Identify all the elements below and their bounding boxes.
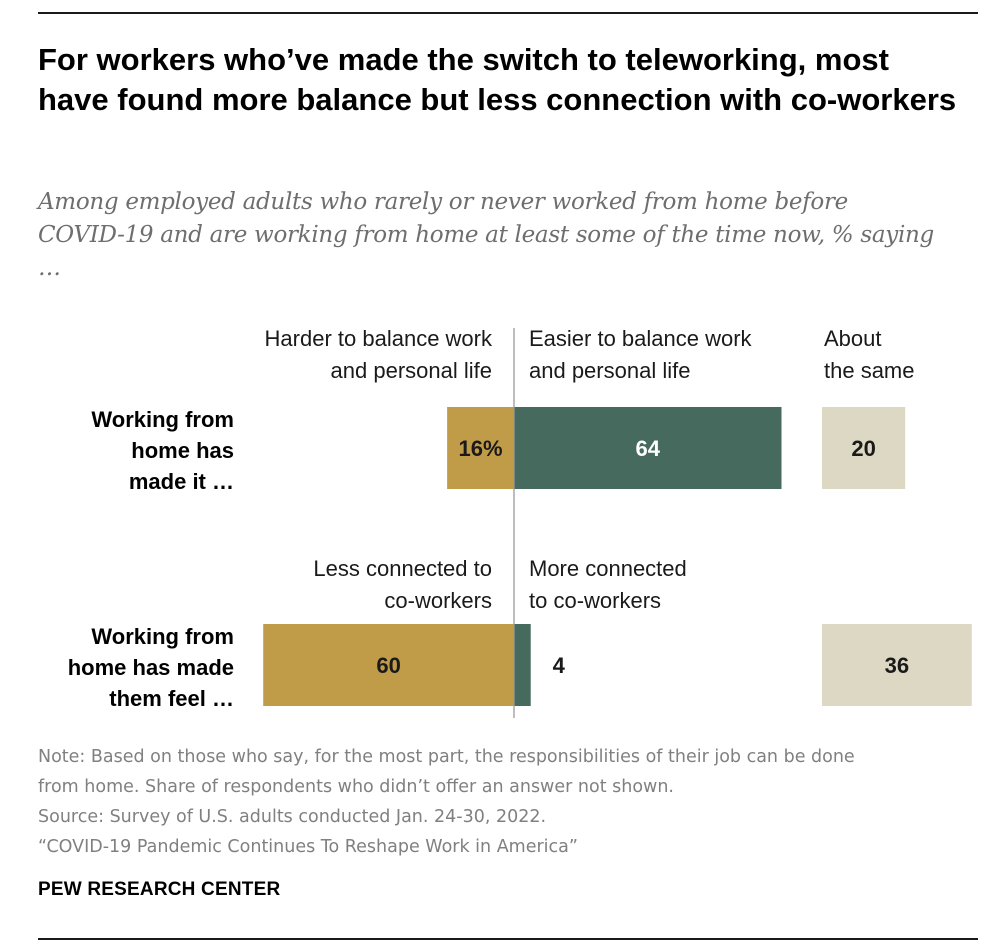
note-line-2: from home. Share of respondents who didn… <box>38 777 674 797</box>
neutral-value-label: 36 <box>885 653 909 678</box>
notes-block: Note: Based on those who say, for the mo… <box>38 742 988 862</box>
neutral-bar <box>822 624 972 706</box>
brand-logo-text: PEW RESEARCH CENTER <box>38 879 281 900</box>
negative-bar <box>263 624 514 706</box>
chart-subtitle: Among employed adults who rarely or neve… <box>38 189 934 281</box>
report-title-line: “COVID-19 Pandemic Continues To Reshape … <box>38 837 578 857</box>
positive-header-label: to co-workers <box>529 588 661 613</box>
positive-bar <box>514 407 782 489</box>
row-label-line: Working from <box>91 407 234 432</box>
positive-header-label: and personal life <box>529 358 690 383</box>
neutral-bar <box>822 407 906 489</box>
bottom-rule <box>38 938 978 940</box>
source-line: Source: Survey of U.S. adults conducted … <box>38 807 547 827</box>
negative-header-label: and personal life <box>331 358 492 383</box>
negative-value-label: 16% <box>459 436 503 461</box>
row-label-line: made it … <box>129 469 234 494</box>
positive-header-label: More connected <box>529 556 687 581</box>
note-line-1: Note: Based on those who say, for the mo… <box>38 747 855 767</box>
row-label-line: Working from <box>91 624 234 649</box>
positive-header-label: Easier to balance work <box>529 326 753 351</box>
negative-header-label: co-workers <box>384 588 492 613</box>
neutral-header-label: About <box>824 326 882 351</box>
negative-header-label: Less connected to <box>313 556 492 581</box>
chart-title: For workers who’ve made the switch to te… <box>38 42 957 117</box>
negative-value-label: 60 <box>376 653 400 678</box>
positive-bar <box>514 624 531 706</box>
top-rule <box>38 12 978 14</box>
neutral-header-label: the same <box>824 358 915 383</box>
positive-value-label: 64 <box>636 436 661 461</box>
negative-bar <box>447 407 514 489</box>
positive-value-label: 4 <box>553 653 566 678</box>
row-label-line: them feel … <box>109 686 234 711</box>
row-label-line: home has made <box>68 655 234 680</box>
row-label-line: home has <box>131 438 234 463</box>
negative-header-label: Harder to balance work <box>265 326 493 351</box>
neutral-value-label: 20 <box>851 436 875 461</box>
